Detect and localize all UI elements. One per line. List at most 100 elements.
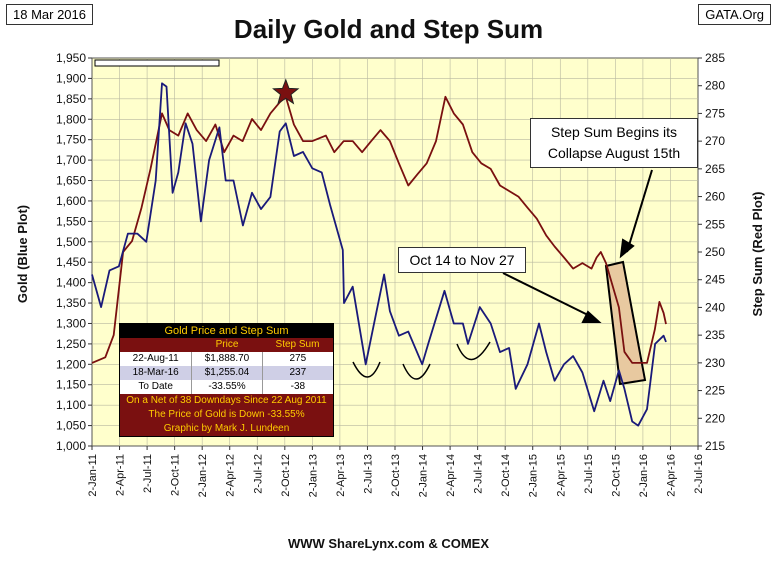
x-tick-label: 2-Apr-16 — [665, 454, 677, 497]
x-tick-label: 2-Apr-14 — [445, 454, 457, 497]
y-tick-label: 1,300 — [56, 316, 86, 330]
y2-tick-label: 280 — [705, 79, 725, 93]
annotation-collapse-text: Step Sum Begins its Collapse August 15th — [547, 124, 681, 161]
annotation-oct-nov-text: Oct 14 to Nov 27 — [409, 252, 515, 268]
row-step: 275 — [289, 353, 307, 364]
y2-tick-label: 245 — [705, 273, 725, 287]
x-tick-label: 2-Jul-11 — [142, 454, 154, 493]
y2-tick-label: 235 — [705, 328, 725, 342]
y2-tick-label: 270 — [705, 134, 725, 148]
collapse-highlight — [604, 260, 647, 386]
y-tick-label: 1,100 — [56, 398, 86, 412]
annotation-arrows — [502, 169, 653, 323]
y2-tick-label: 225 — [705, 384, 725, 398]
x-tick-label: 2-Jul-13 — [362, 454, 374, 494]
y-tick-label: 1,250 — [56, 337, 86, 351]
y2-tick-label: 220 — [705, 411, 725, 425]
table-note: On a Net of 38 Downdays Since 22 Aug 201… — [120, 394, 333, 408]
y-tick-label: 1,450 — [56, 255, 86, 269]
table-note: Graphic by Mark J. Lundeen — [120, 422, 333, 436]
col-step-header: Step Sum — [275, 339, 320, 350]
x-tick-label: 2-Jul-16 — [693, 454, 705, 494]
y-tick-label: 1,700 — [56, 153, 86, 167]
y-tick-label: 1,900 — [56, 71, 86, 85]
x-tick-label: 2-Jan-14 — [418, 454, 430, 497]
annotation-oct-nov: Oct 14 to Nov 27 — [398, 247, 526, 273]
y-tick-label: 1,500 — [56, 235, 86, 249]
x-tick-label: 2-Jan-16 — [638, 454, 650, 497]
row-price: $1,888.70 — [192, 352, 263, 366]
x-tick-label: 2-Jul-12 — [252, 454, 264, 494]
x-tick-label: 2-Jul-14 — [473, 454, 485, 494]
x-tick-label: 2-Apr-15 — [555, 454, 567, 497]
series-line-gold — [91, 82, 667, 427]
y-tick-label: 1,050 — [56, 419, 86, 433]
x-tick-label: 2-Oct-12 — [280, 454, 292, 497]
source-badge: GATA.Org — [698, 4, 771, 25]
y-tick-label: 1,650 — [56, 174, 86, 188]
row-price: $1,255.04 — [192, 366, 263, 380]
y-axis-title-right: Step Sum (Red Plot) — [750, 192, 765, 317]
y-tick-label: 1,000 — [56, 439, 86, 453]
cup-markers — [352, 341, 491, 380]
y2-tick-label: 275 — [705, 106, 725, 120]
x-tick-label: 2-Oct-15 — [610, 454, 622, 497]
summary-table-title: Gold Price and Step Sum — [120, 324, 333, 338]
y-axis-title-left: Gold (Blue Plot) — [15, 205, 30, 303]
row-label: 22-Aug-11 — [120, 352, 193, 366]
row-price: -33.55% — [192, 380, 263, 394]
y2-tick-label: 230 — [705, 356, 725, 370]
footer-credit: WWW ShareLynx.com & COMEX — [287, 536, 490, 551]
table-row: 18-Mar-16 $1,255.04 237 — [120, 366, 333, 380]
left-axis: 1,000 1,050 1,100 1,150 1,200 1,250 1,300 1,350… — [56, 51, 92, 453]
peak-star-icon — [272, 78, 300, 105]
row-label: 18-Mar-16 — [120, 366, 193, 380]
x-tick-label: 2-Jan-11 — [87, 454, 99, 497]
row-step: 237 — [289, 367, 307, 378]
y-tick-label: 1,550 — [56, 214, 86, 228]
chart-title: Daily Gold and Step Sum — [233, 14, 544, 44]
row-step: -38 — [290, 381, 306, 392]
annotation-collapse: Step Sum Begins its Collapse August 15th — [530, 118, 698, 168]
y2-tick-label: 255 — [705, 217, 725, 231]
summary-table: Gold Price and Step Sum Price Step Sum 2… — [119, 323, 334, 437]
y-tick-label: 1,600 — [56, 194, 86, 208]
y-tick-label: 1,750 — [56, 133, 86, 147]
x-tick-label: 2-Oct-13 — [390, 454, 402, 497]
series-line-step-sum — [91, 95, 667, 364]
x-tick-label: 2-Jan-15 — [528, 454, 540, 497]
x-tick-label: 2-Apr-12 — [225, 454, 237, 497]
y2-tick-label: 285 — [705, 51, 725, 65]
table-row: 22-Aug-11 $1,888.70 275 — [120, 352, 333, 366]
date-badge: 18 Mar 2016 — [6, 4, 93, 25]
y2-tick-label: 265 — [705, 162, 725, 176]
x-tick-label: 2-Jul-15 — [583, 454, 595, 494]
y-tick-label: 1,150 — [56, 378, 86, 392]
y-tick-label: 1,200 — [56, 357, 86, 371]
x-tick-label: 2-Apr-11 — [115, 454, 127, 496]
top-left-legend-stub — [94, 59, 220, 67]
x-tick-label: 2-Jan-13 — [307, 454, 319, 497]
x-tick-label: 2-Apr-13 — [335, 454, 347, 497]
y2-tick-label: 260 — [705, 190, 725, 204]
table-note: The Price of Gold is Down -33.55% — [120, 408, 333, 422]
series-layer — [91, 82, 667, 427]
y-tick-label: 1,950 — [56, 51, 86, 65]
y-tick-label: 1,350 — [56, 296, 86, 310]
y2-tick-label: 250 — [705, 245, 725, 259]
y2-tick-label: 215 — [705, 439, 725, 453]
x-tick-label: 2-Jan-12 — [197, 454, 209, 497]
y-tick-label: 1,800 — [56, 112, 86, 126]
x-tick-label: 2-Oct-11 — [170, 454, 182, 496]
x-axis: 2-Jan-11 2-Apr-11 2-Jul-11 2-Oct-11 2-Jan-12… — [87, 446, 705, 497]
right-axis: 215 220 225 230 235 240 245 250 255 260 265 270 275 2… — [698, 51, 725, 453]
x-tick-label: 2-Oct-14 — [500, 454, 512, 497]
col-price-header: Price — [215, 339, 239, 350]
table-row: To Date -33.55% -38 — [120, 380, 333, 394]
y-tick-label: 1,400 — [56, 276, 86, 290]
summary-table-header: Price Step Sum — [120, 338, 333, 352]
row-label: To Date — [120, 380, 193, 394]
y-tick-label: 1,850 — [56, 92, 86, 106]
